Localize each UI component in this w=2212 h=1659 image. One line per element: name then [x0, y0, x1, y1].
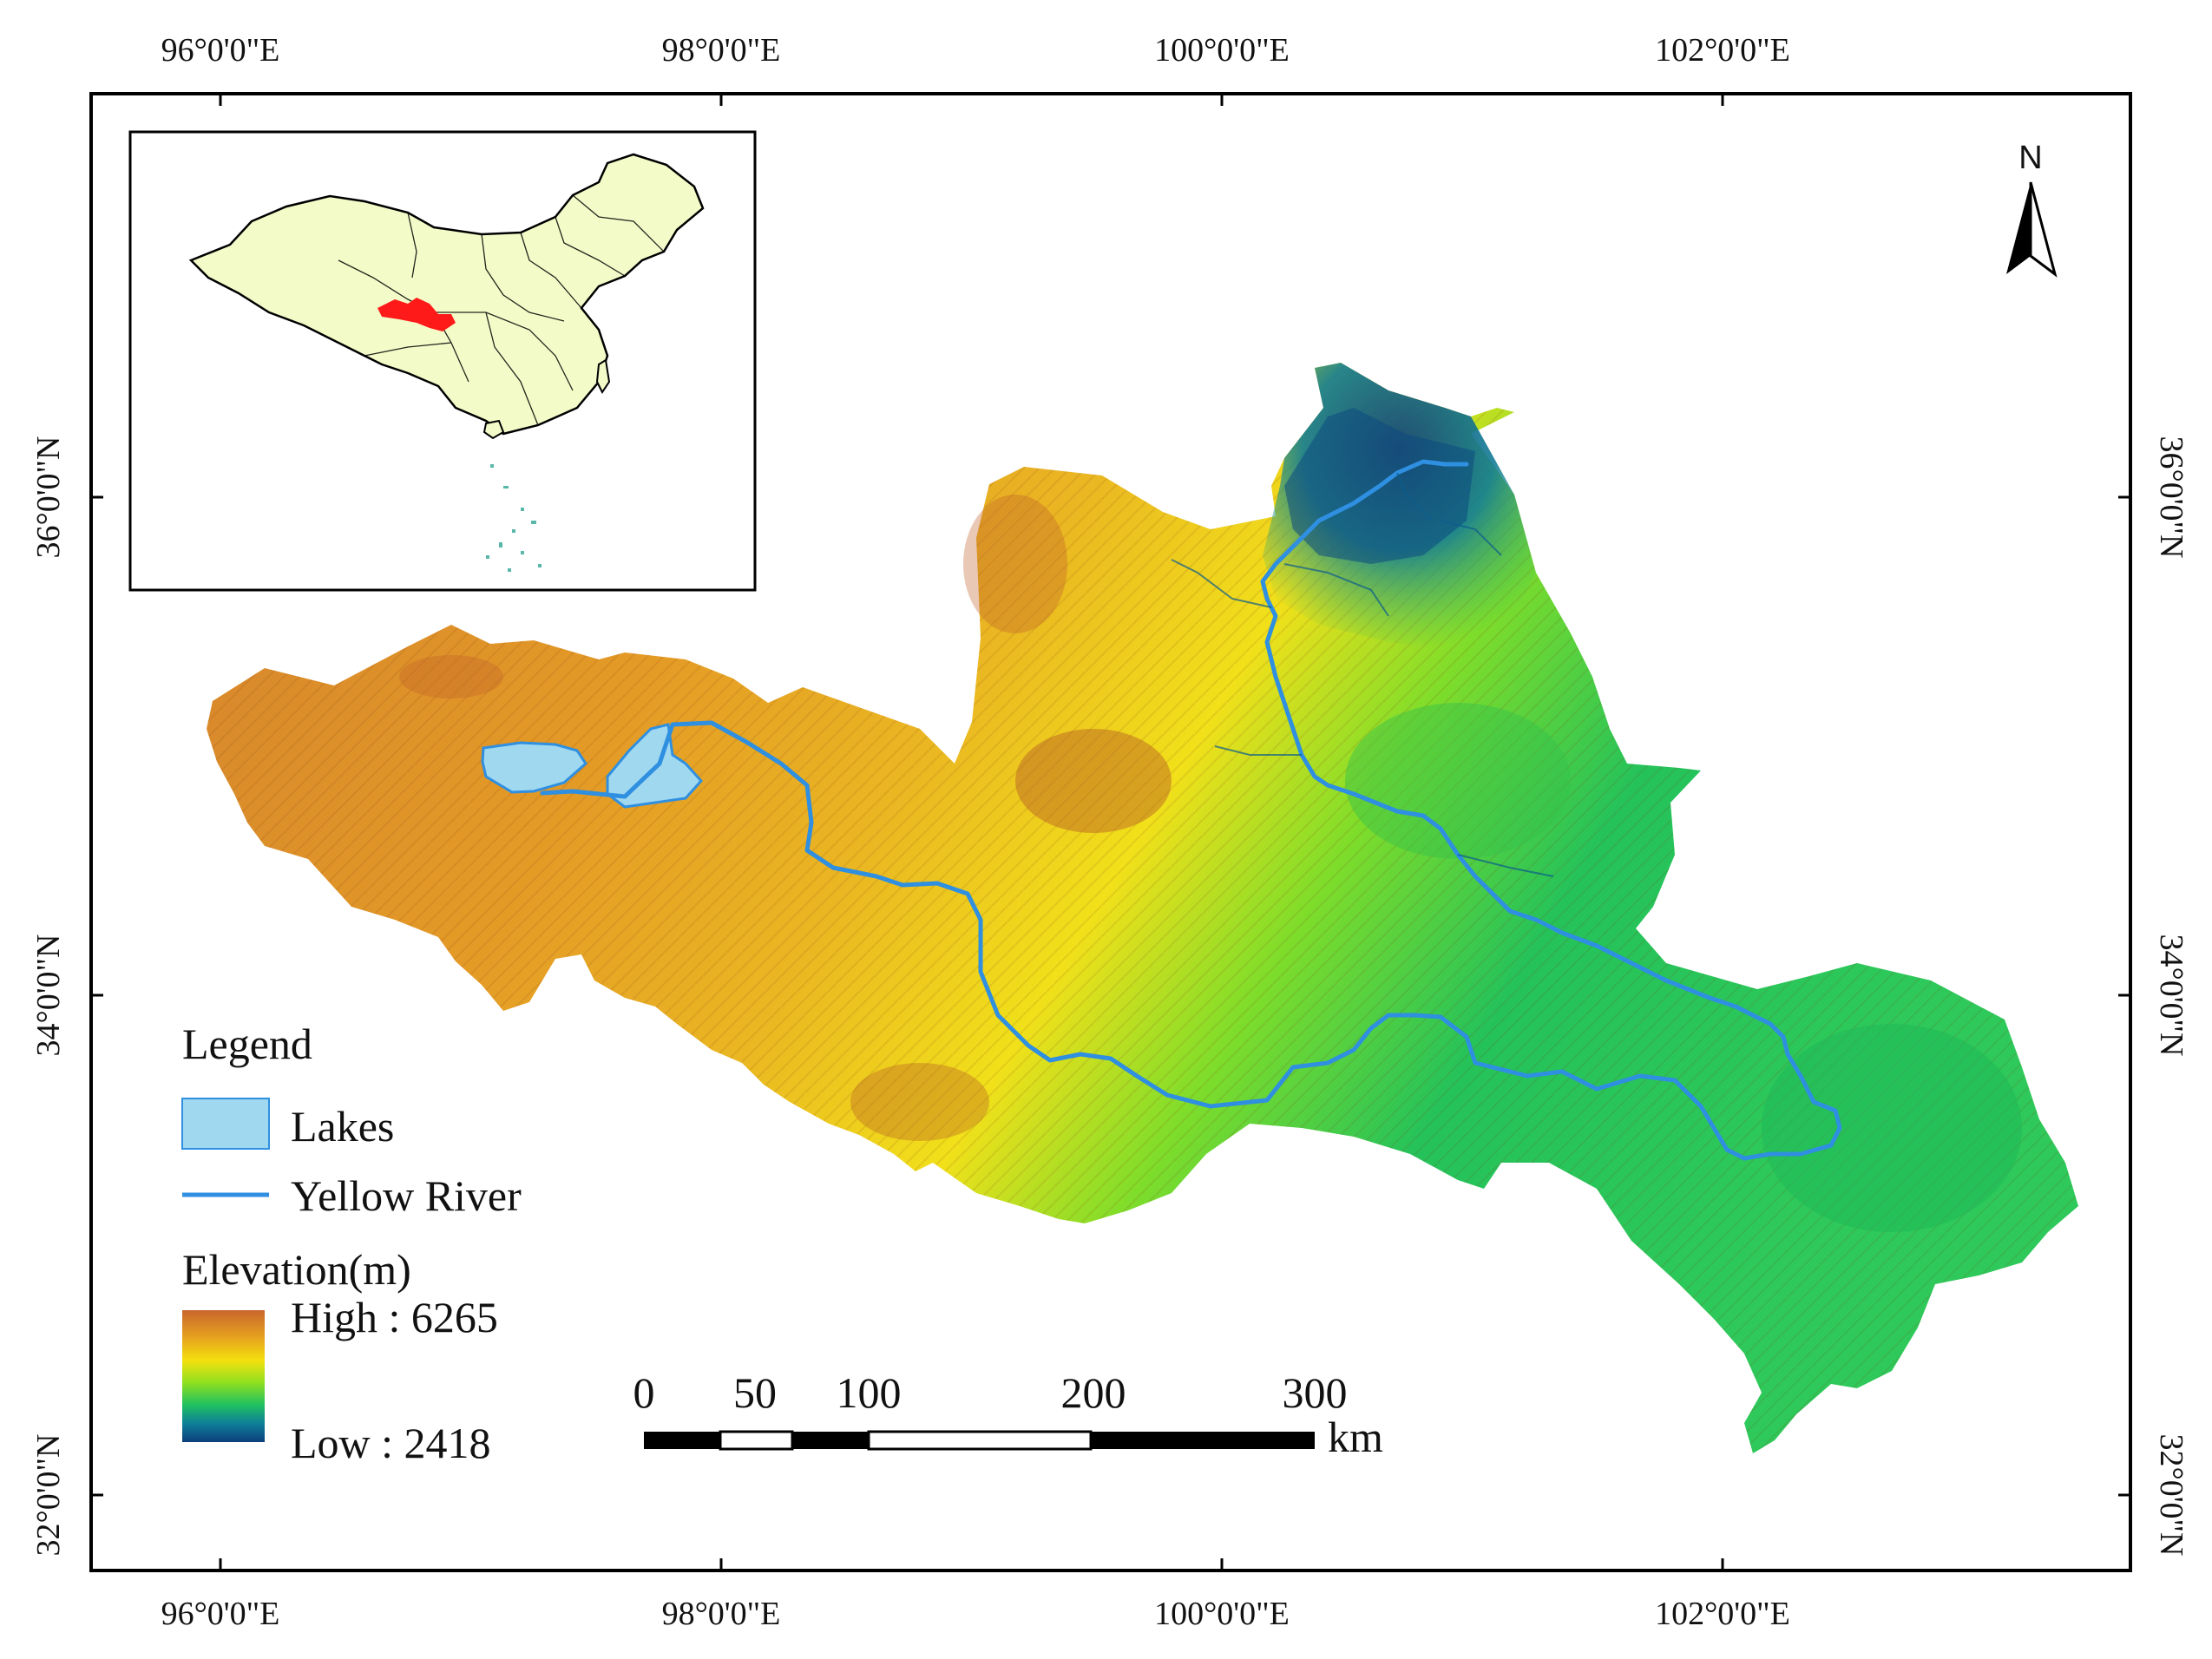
- province-lines: [338, 194, 665, 426]
- high-label: High : 6265: [291, 1293, 498, 1341]
- legend-title: Legend: [182, 1020, 312, 1068]
- hainan-island: [482, 419, 505, 440]
- lakes-swatch: [181, 1098, 270, 1150]
- taiwan-island: [595, 358, 611, 394]
- yellow-river: [540, 459, 1842, 1161]
- scale-unit: km: [1328, 1413, 1383, 1461]
- scale-tick-200: 200: [1061, 1368, 1126, 1417]
- river-label: Yellow River: [291, 1171, 522, 1220]
- scale-tick-100: 100: [837, 1368, 902, 1417]
- lon-label-top-3: 100°0'0"E: [1154, 32, 1290, 69]
- elevation-ramp: [182, 1310, 265, 1442]
- lon-label-bottom-3: 100°0'0"E: [1154, 1596, 1290, 1632]
- lon-label-top-1: 96°0'0"E: [161, 32, 280, 69]
- left-latitude-labels: 36°0'0"N 34°0'0"N 32°0'0"N: [30, 436, 67, 1557]
- basin-elevation: [207, 363, 2078, 1453]
- lakes-label: Lakes: [291, 1102, 394, 1151]
- lon-label-bottom-1: 96°0'0"E: [161, 1596, 280, 1632]
- right-latitude-labels: 36°0'0"N 34°0'0"N 32°0'0"N: [2153, 436, 2189, 1557]
- scale-bar: 0 50 100 200 300 km: [633, 1368, 1384, 1461]
- lat-label-left-1: 36°0'0"N: [30, 436, 67, 559]
- north-arrow-icon: [2006, 181, 2058, 278]
- north-arrow: N: [2006, 140, 2058, 278]
- lat-label-right-2: 34°0'0"N: [2153, 934, 2189, 1057]
- lon-label-top-4: 102°0'0"E: [1655, 32, 1790, 69]
- lake-west: [481, 741, 587, 794]
- lat-label-left-3: 32°0'0"N: [30, 1434, 67, 1557]
- scale-tick-300: 300: [1283, 1368, 1348, 1417]
- elevation-title: Elevation(m): [182, 1245, 411, 1294]
- south-sea-islands: [486, 464, 542, 572]
- highlight-region: [377, 298, 456, 331]
- bottom-longitude-labels: 96°0'0"E 98°0'0"E 100°0'0"E 102°0'0"E: [161, 1596, 1790, 1632]
- lat-label-right-1: 36°0'0"N: [2153, 436, 2189, 559]
- lat-label-right-3: 32°0'0"N: [2153, 1434, 2189, 1557]
- lon-label-bottom-2: 98°0'0"E: [662, 1596, 781, 1632]
- scale-tick-50: 50: [733, 1368, 777, 1417]
- lon-label-top-2: 98°0'0"E: [662, 32, 781, 69]
- top-longitude-labels: 96°0'0"E 98°0'0"E 100°0'0"E 102°0'0"E: [161, 32, 1790, 69]
- china-outline: [188, 153, 705, 436]
- north-label: N: [2018, 140, 2042, 176]
- low-label: Low : 2418: [291, 1419, 491, 1467]
- lon-label-bottom-4: 102°0'0"E: [1655, 1596, 1790, 1632]
- inset-map: [128, 130, 757, 592]
- scale-tick-0: 0: [633, 1368, 655, 1417]
- tributaries: [1171, 472, 1554, 877]
- graticule-ticks: [91, 94, 2130, 1570]
- legend: Legend Lakes Yellow River Elevation(m) H…: [181, 1020, 522, 1467]
- lat-label-left-2: 34°0'0"N: [30, 934, 67, 1057]
